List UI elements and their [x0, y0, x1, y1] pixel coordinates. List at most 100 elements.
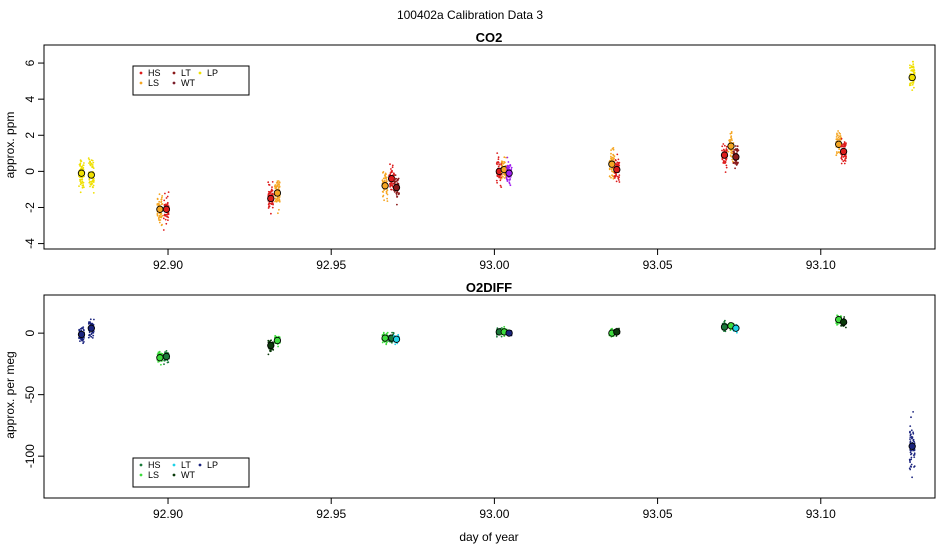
o2diff-data-point	[843, 316, 846, 318]
co2-cluster	[392, 174, 401, 206]
co2-data-point	[167, 191, 170, 194]
co2-data-point	[278, 200, 281, 203]
co2-cluster	[77, 159, 86, 194]
o2diff-data-point	[909, 438, 911, 440]
co2-data-point	[267, 181, 270, 184]
co2-data-point	[164, 218, 167, 221]
co2-data-point	[167, 216, 170, 219]
o2diff-data-point	[615, 335, 618, 337]
o2diff-data-point	[724, 330, 727, 333]
co2-data-point	[495, 179, 498, 182]
co2-data-point	[270, 189, 273, 192]
co2-data-point	[844, 158, 847, 160]
o2diff-plot-frame	[43, 294, 936, 499]
co2-data-point	[166, 195, 169, 198]
o2diff-data-point	[912, 432, 915, 435]
co2-cluster	[720, 143, 729, 174]
co2-data-point	[390, 170, 393, 173]
co2-data-point	[393, 191, 396, 193]
o2diff-data-point	[91, 322, 94, 325]
o2diff-data-point	[90, 322, 92, 325]
co2-cluster	[87, 157, 95, 194]
co2-data-point	[81, 168, 84, 170]
co2-data-point	[613, 177, 616, 179]
co2-data-point	[616, 175, 619, 178]
co2-data-point	[271, 192, 274, 195]
co2-data-point	[730, 151, 732, 154]
o2diff-cluster	[273, 334, 282, 348]
o2diff-data-point	[910, 453, 912, 456]
co2-data-point	[912, 81, 915, 83]
co2-data-point	[156, 197, 159, 200]
co2-data-point	[734, 145, 737, 147]
co2-data-point	[275, 186, 278, 189]
o2diff-data-point	[909, 430, 911, 433]
o2diff-data-point	[913, 465, 916, 468]
co2-data-point	[384, 176, 387, 179]
co2-data-point	[159, 219, 162, 221]
co2-data-point	[396, 196, 398, 198]
co2-data-point	[835, 136, 838, 138]
o2diff-data-point	[93, 318, 95, 321]
x-axis-label: day of year	[459, 530, 518, 544]
co2-data-point	[267, 207, 270, 209]
co2-mean-marker	[273, 189, 282, 197]
co2-data-point	[608, 167, 611, 170]
co2-data-point	[724, 171, 727, 174]
co2-data-point	[270, 203, 273, 206]
figure-title: 100402a Calibration Data 3	[397, 8, 543, 22]
o2diff-x-tick-label: 93.10	[806, 507, 836, 521]
co2-data-point	[88, 158, 91, 161]
o2diff-legend-item: HS	[139, 460, 161, 470]
co2-data-point	[158, 214, 161, 217]
co2-data-point	[384, 173, 387, 176]
co2-data-point	[837, 130, 839, 132]
co2-data-point	[160, 215, 163, 218]
o2diff-mean-marker	[392, 335, 401, 343]
o2diff-data-point	[496, 335, 498, 338]
co2-mean-marker	[392, 183, 401, 192]
o2diff-cluster	[267, 339, 275, 356]
co2-data-point	[79, 191, 82, 194]
o2diff-data-point	[83, 329, 85, 332]
o2diff-y-axis-label: approx. per meg	[3, 351, 17, 438]
o2diff-cluster	[908, 411, 916, 479]
co2-data-point	[90, 180, 93, 183]
o2diff-data-point	[160, 363, 162, 366]
o2diff-data-point	[909, 468, 912, 471]
o2diff-data-point	[381, 341, 384, 344]
co2-mean-marker	[613, 165, 621, 174]
co2-data-point	[390, 188, 392, 191]
co2-data-marks	[77, 60, 916, 231]
co2-x-tick-label: 93.10	[806, 258, 836, 272]
co2-data-point	[508, 176, 510, 179]
o2diff-data-point	[909, 434, 912, 437]
co2-data-point	[610, 152, 612, 155]
co2-data-point	[384, 180, 386, 183]
co2-x-tick-label: 93.05	[643, 258, 673, 272]
co2-y-axis-label: approx. ppm	[3, 112, 17, 179]
co2-data-point	[721, 145, 724, 148]
o2diff-mean-marker	[77, 330, 86, 339]
o2diff-data-point	[909, 449, 912, 452]
co2-data-point	[910, 82, 913, 84]
co2-data-point	[612, 177, 615, 180]
co2-data-point	[80, 178, 82, 181]
co2-x-tick-label: 92.95	[316, 258, 346, 272]
o2diff-x-tick-label: 92.95	[316, 507, 346, 521]
co2-data-point	[496, 163, 498, 166]
co2-data-point	[497, 158, 500, 161]
co2-data-point	[160, 212, 163, 215]
o2diff-cluster	[392, 333, 401, 346]
o2diff-data-point	[386, 331, 389, 334]
o2diff-data-point	[89, 318, 92, 321]
o2diff-data-point	[503, 325, 506, 328]
co2-data-point	[725, 145, 728, 148]
o2diff-cluster	[839, 316, 848, 329]
o2diff-data-point	[90, 332, 93, 335]
co2-y-tick-label: -4	[23, 238, 37, 249]
co2-data-point	[161, 196, 163, 199]
o2diff-data-point	[910, 463, 913, 466]
co2-data-point	[278, 181, 281, 184]
